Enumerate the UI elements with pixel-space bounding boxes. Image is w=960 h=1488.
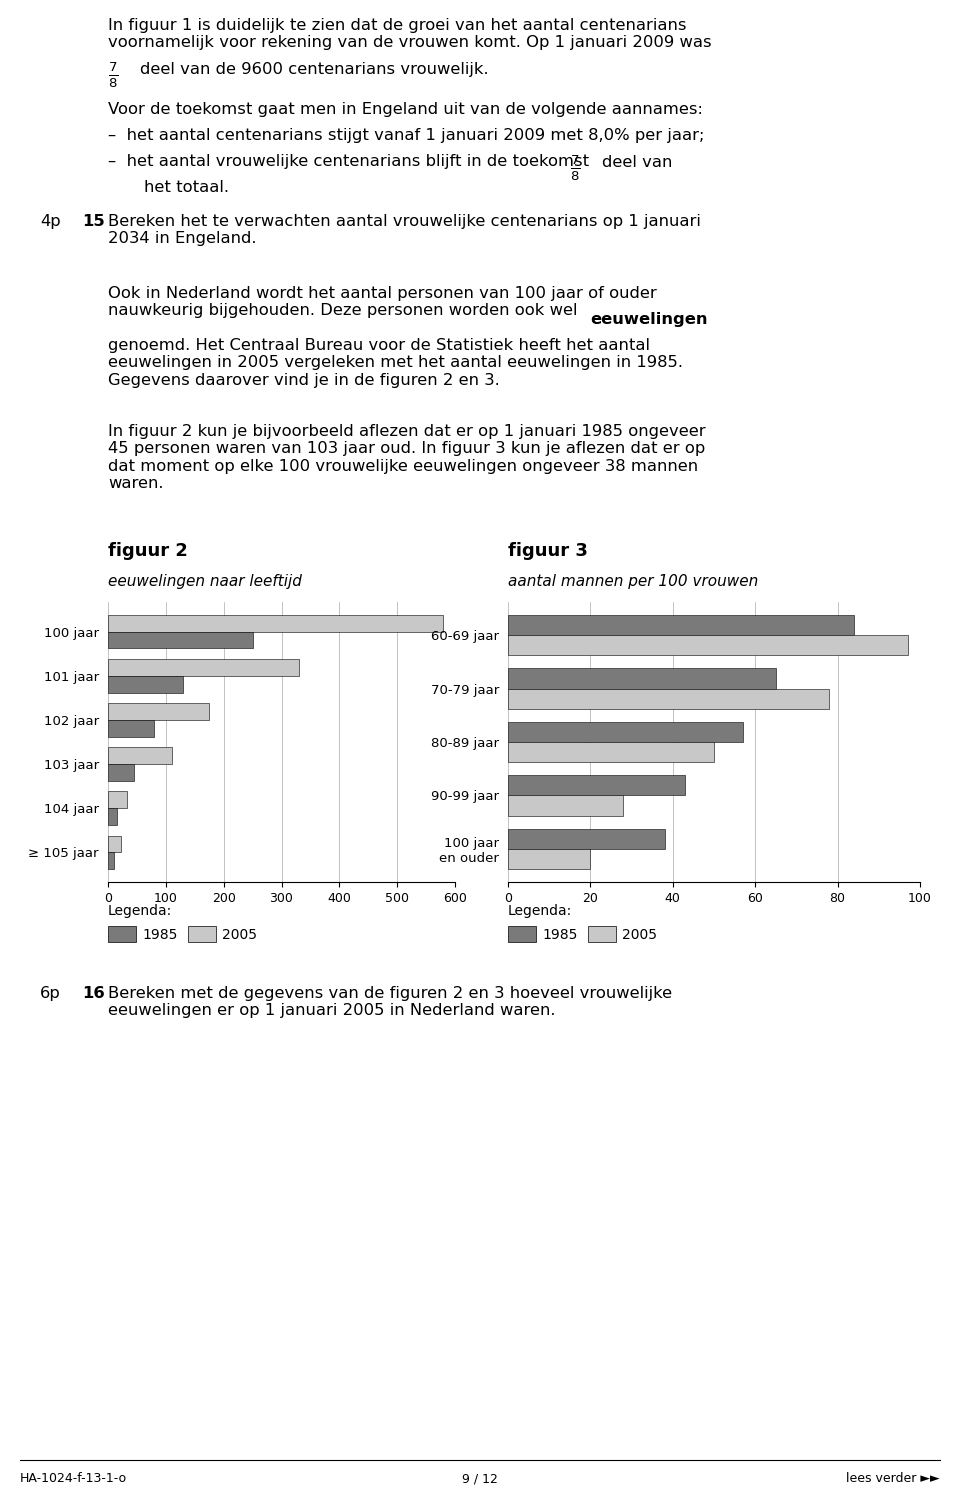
Text: Legenda:: Legenda: bbox=[108, 905, 172, 918]
Bar bbox=[588, 926, 616, 942]
Text: 1985: 1985 bbox=[542, 929, 577, 942]
Bar bbox=[508, 689, 829, 708]
Bar bbox=[108, 747, 172, 765]
Bar bbox=[108, 853, 114, 869]
Bar bbox=[108, 720, 155, 737]
Bar bbox=[508, 829, 664, 850]
Bar bbox=[108, 765, 134, 781]
Bar bbox=[508, 850, 590, 869]
Text: $\frac{7}{8}$: $\frac{7}{8}$ bbox=[108, 60, 118, 89]
Text: 15: 15 bbox=[82, 214, 105, 229]
Text: $\frac{7}{8}$: $\frac{7}{8}$ bbox=[570, 153, 581, 183]
Bar bbox=[508, 668, 776, 689]
Bar bbox=[108, 659, 299, 676]
Bar bbox=[108, 676, 183, 692]
Text: Voor de toekomst gaat men in Engeland uit van de volgende aannames:: Voor de toekomst gaat men in Engeland ui… bbox=[108, 103, 703, 118]
Bar bbox=[108, 792, 127, 808]
Bar bbox=[108, 704, 209, 720]
Bar bbox=[108, 808, 117, 824]
Text: deel van de 9600 centenarians vrouwelijk.: deel van de 9600 centenarians vrouwelijk… bbox=[140, 62, 489, 77]
Text: –  het aantal vrouwelijke centenarians blijft in de toekomst: – het aantal vrouwelijke centenarians bl… bbox=[108, 153, 589, 170]
Bar bbox=[508, 926, 536, 942]
Text: figuur 3: figuur 3 bbox=[508, 542, 588, 559]
Text: In figuur 2 kun je bijvoorbeeld aflezen dat er op 1 januari 1985 ongeveer
45 per: In figuur 2 kun je bijvoorbeeld aflezen … bbox=[108, 424, 706, 491]
Text: lees verder ►►: lees verder ►► bbox=[847, 1472, 940, 1485]
Bar bbox=[108, 926, 136, 942]
Bar bbox=[508, 743, 714, 762]
Text: 2005: 2005 bbox=[222, 929, 257, 942]
Text: genoemd. Het Centraal Bureau voor de Statistiek heeft het aantal
eeuwelingen in : genoemd. Het Centraal Bureau voor de Sta… bbox=[108, 338, 683, 388]
Bar bbox=[188, 926, 216, 942]
Text: 2005: 2005 bbox=[622, 929, 657, 942]
Text: deel van: deel van bbox=[602, 155, 672, 170]
Text: het totaal.: het totaal. bbox=[144, 180, 229, 195]
Text: Legenda:: Legenda: bbox=[508, 905, 572, 918]
Bar bbox=[108, 615, 444, 631]
Text: 16: 16 bbox=[82, 987, 105, 1001]
Text: Bereken het te verwachten aantal vrouwelijke centenarians op 1 januari
2034 in E: Bereken het te verwachten aantal vrouwel… bbox=[108, 214, 701, 247]
Text: 6p: 6p bbox=[40, 987, 60, 1001]
Text: Ook in Nederland wordt het aantal personen van 100 jaar of ouder
nauwkeurig bijg: Ook in Nederland wordt het aantal person… bbox=[108, 286, 657, 318]
Text: In figuur 1 is duidelijk te zien dat de groei van het aantal centenarians
voorna: In figuur 1 is duidelijk te zien dat de … bbox=[108, 18, 711, 51]
Text: –  het aantal centenarians stijgt vanaf 1 januari 2009 met 8,0% per jaar;: – het aantal centenarians stijgt vanaf 1… bbox=[108, 128, 705, 143]
Bar bbox=[508, 722, 743, 743]
Text: eeuwelingen: eeuwelingen bbox=[590, 312, 708, 327]
Text: figuur 2: figuur 2 bbox=[108, 542, 188, 559]
Text: aantal mannen per 100 vrouwen: aantal mannen per 100 vrouwen bbox=[508, 574, 758, 589]
Text: 1985: 1985 bbox=[142, 929, 178, 942]
Text: 4p: 4p bbox=[40, 214, 60, 229]
Bar bbox=[108, 836, 121, 853]
Text: HA-1024-f-13-1-o: HA-1024-f-13-1-o bbox=[20, 1472, 127, 1485]
Bar bbox=[508, 635, 907, 655]
Bar bbox=[508, 775, 685, 796]
Bar bbox=[508, 796, 623, 815]
Text: 9 / 12: 9 / 12 bbox=[462, 1472, 498, 1485]
Text: Bereken met de gegevens van de figuren 2 en 3 hoeveel vrouwelijke
eeuwelingen er: Bereken met de gegevens van de figuren 2… bbox=[108, 987, 672, 1018]
Bar bbox=[108, 631, 252, 649]
Text: eeuwelingen naar leeftijd: eeuwelingen naar leeftijd bbox=[108, 574, 301, 589]
Bar bbox=[508, 615, 854, 635]
